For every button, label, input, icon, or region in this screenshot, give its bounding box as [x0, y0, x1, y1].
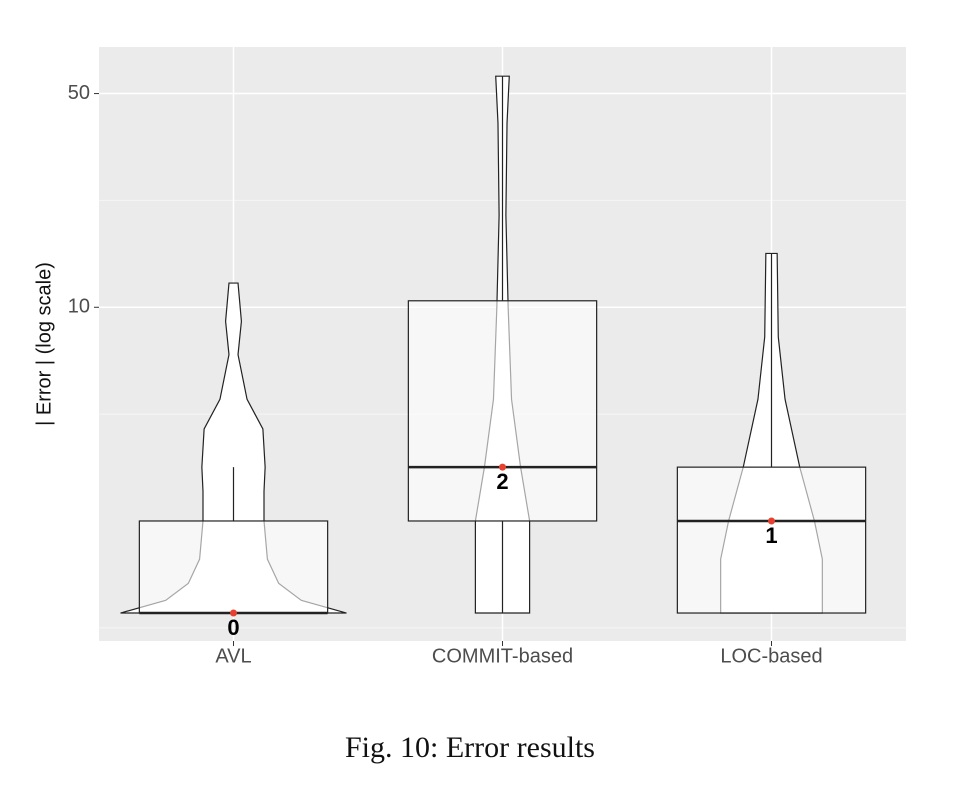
x-tick-label: LOC-based — [720, 645, 822, 667]
median-annotation: 2 — [496, 469, 508, 494]
plot: AVL 0 COMMIT-based 2 LOC-based 1 — [120, 75, 867, 667]
y-axis-label: | Error | (log scale) — [33, 262, 55, 426]
median-annotation: 1 — [765, 523, 777, 548]
median-point — [499, 463, 506, 471]
x-tick-label: COMMIT-based — [432, 645, 573, 667]
box — [676, 466, 867, 614]
y-tick-label: 50 — [68, 82, 90, 104]
box — [407, 300, 598, 522]
caption: Fig. 10: Error results — [345, 731, 595, 764]
median-point — [230, 609, 237, 617]
box — [138, 520, 329, 614]
y-tick-label: 10 — [68, 296, 90, 318]
x-tick-label: AVL — [215, 645, 251, 667]
median-annotation: 0 — [227, 615, 239, 640]
median-point — [768, 517, 775, 525]
